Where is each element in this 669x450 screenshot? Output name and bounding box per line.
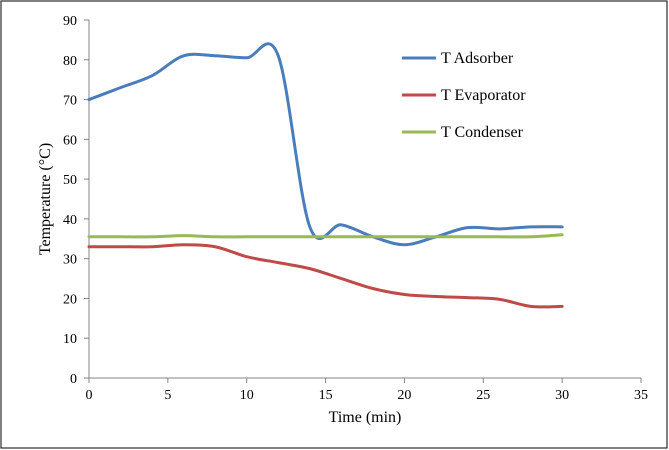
x-tick-label: 15 [319,388,333,403]
y-tick-label: 80 [63,54,77,69]
x-tick-label: 10 [240,388,254,403]
y-tick-label: 10 [63,332,77,347]
y-tick-label: 70 [63,94,77,109]
series-lines [87,42,564,309]
series-line-t-condenser [87,233,564,239]
x-axis-title: Time (min) [329,409,402,426]
legend-label-t-condenser: T Condenser [441,124,524,141]
y-tick-label: 50 [63,173,77,188]
y-tick-label: 60 [63,133,77,148]
x-tick-label: 25 [476,388,490,403]
x-tick-label: 35 [634,388,648,403]
x-tick-label: 0 [86,388,93,403]
y-tick-label: 0 [70,372,77,387]
x-tick-label: 30 [555,388,569,403]
y-tick-label: 30 [63,253,77,268]
y-axis-ticks: 0 10 20 30 40 50 60 70 80 90 [63,14,89,387]
x-tick-label: 5 [164,388,171,403]
x-tick-label: 20 [397,388,411,403]
y-axis-title: Temperature (°C) [37,143,54,255]
legend-label-t-adsorber: T Adsorber [441,50,514,67]
y-tick-label: 20 [63,292,77,307]
y-tick-label: 90 [63,14,77,29]
series-line-t-adsorber [87,42,564,247]
series-line-t-evaporator [87,243,564,309]
legend-label-t-evaporator: T Evaporator [441,87,526,104]
x-axis-ticks: 0 5 10 15 20 25 30 35 [86,378,648,403]
y-tick-label: 40 [63,213,77,228]
legend: T Adsorber T Evaporator T Condenser [402,50,526,141]
